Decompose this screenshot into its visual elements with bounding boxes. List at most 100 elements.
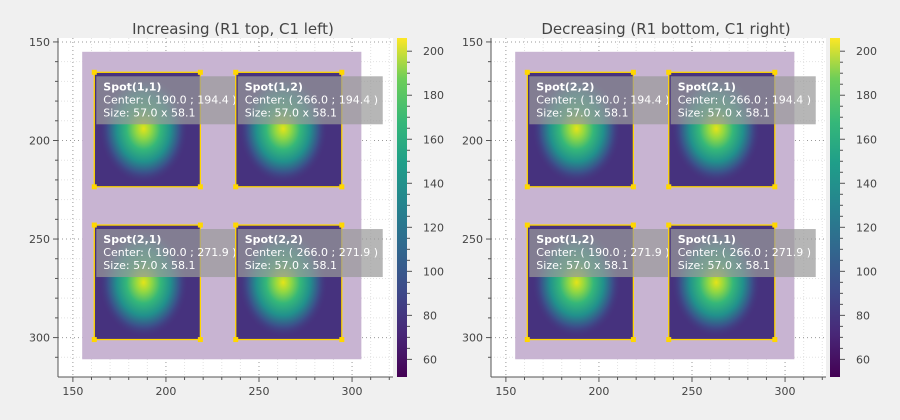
roi-handle[interactable] — [339, 69, 345, 75]
roi-handle[interactable] — [630, 222, 636, 228]
y-axis: 150 200 250 300 — [462, 36, 491, 358]
roi-handle[interactable] — [197, 69, 203, 75]
y-tick-label: 250 — [462, 233, 483, 246]
roi-handle[interactable] — [524, 69, 530, 75]
y-tick-label: 200 — [29, 134, 50, 147]
roi-handle[interactable] — [666, 222, 672, 228]
x-tick-label: 300 — [775, 385, 796, 398]
y-tick-label: 150 — [462, 36, 483, 49]
roi-handle[interactable] — [233, 222, 239, 228]
spot-label-box — [670, 76, 816, 125]
colorbar-tick-label: 180 — [423, 89, 444, 102]
roi-handle[interactable] — [197, 337, 203, 343]
spot-label-size: Size: 57.0 x 58.1 — [103, 259, 195, 272]
roi-handle[interactable] — [524, 222, 530, 228]
plot-panel-2: Decreasing (R1 bottom, C1 right) Spot(2,2… — [462, 20, 877, 398]
spot-label-size: Size: 57.0 x 58.1 — [536, 106, 628, 119]
spot-label-title: Spot(2,2) — [245, 233, 303, 246]
x-tick-label: 150 — [495, 385, 516, 398]
spot-roi-border — [668, 71, 776, 188]
spot-roi-border — [93, 224, 202, 341]
colorbar-gradient — [830, 38, 840, 377]
x-tick-label: 300 — [342, 385, 363, 398]
roi-handle[interactable] — [772, 184, 778, 190]
colorbar: 60 80 100 120 140 160 180 200 — [830, 38, 877, 377]
y-tick-label: 300 — [29, 332, 50, 345]
y-tick-label: 200 — [462, 134, 483, 147]
roi-handle[interactable] — [666, 337, 672, 343]
roi-handle[interactable] — [91, 69, 97, 75]
roi-handle[interactable] — [772, 69, 778, 75]
roi-handle[interactable] — [630, 69, 636, 75]
roi-handle[interactable] — [630, 337, 636, 343]
spot-label-title: Spot(1,2) — [536, 233, 594, 246]
spot-label-title: Spot(1,2) — [245, 80, 303, 93]
spot-label-center: Center: ( 266.0 ; 194.4 ) — [245, 93, 378, 106]
roi-handle[interactable] — [91, 337, 97, 343]
plot-title: Increasing (R1 top, C1 left) — [132, 20, 334, 38]
roi-handle[interactable] — [233, 337, 239, 343]
spot-label-box — [529, 229, 675, 278]
spot-roi[interactable]: Spot(1,1)Center: ( 190.0 ; 194.4 )Size: … — [91, 69, 242, 190]
spot-label-size: Size: 57.0 x 58.1 — [678, 106, 770, 119]
spot-roi-border — [526, 224, 635, 341]
roi-handle[interactable] — [772, 337, 778, 343]
x-axis: 150 200 250 300 — [62, 377, 390, 398]
plot-panel-1: Increasing (R1 top, C1 left)Spot(1,1)Cen… — [29, 20, 444, 398]
roi-handle[interactable] — [91, 222, 97, 228]
colorbar-tick-label: 60 — [423, 353, 437, 366]
colorbar-tick-label: 200 — [856, 45, 877, 58]
spot-label-box — [529, 76, 675, 125]
spot-roi[interactable]: Spot(1,2)Center: ( 190.0 ; 271.9 )Size: … — [524, 222, 675, 343]
spot-roi-border — [526, 71, 635, 188]
spot-label-center: Center: ( 266.0 ; 194.4 ) — [678, 93, 811, 106]
x-tick-label: 200 — [155, 385, 176, 398]
spot-label-title: Spot(2,2) — [536, 80, 594, 93]
spot-roi[interactable]: Spot(1,2)Center: ( 266.0 ; 194.4 )Size: … — [233, 69, 383, 190]
spot-label-size: Size: 57.0 x 58.1 — [245, 106, 337, 119]
spot-label-size: Size: 57.0 x 58.1 — [103, 106, 195, 119]
roi-handle[interactable] — [524, 184, 530, 190]
roi-handle[interactable] — [339, 184, 345, 190]
roi-handle[interactable] — [524, 337, 530, 343]
roi-handle[interactable] — [630, 184, 636, 190]
roi-handle[interactable] — [233, 184, 239, 190]
colorbar-tick-label: 140 — [856, 177, 877, 190]
colorbar-tick-label: 120 — [423, 221, 444, 234]
roi-handle[interactable] — [339, 222, 345, 228]
roi-handle[interactable] — [197, 184, 203, 190]
colorbar-tick-label: 80 — [423, 309, 437, 322]
spot-roi[interactable]: Spot(2,1)Center: ( 190.0 ; 271.9 )Size: … — [91, 222, 242, 343]
colorbar: 60 80 100 120 140 160 180 200 — [397, 38, 444, 377]
colorbar-tick-label: 60 — [856, 353, 870, 366]
roi-handle[interactable] — [197, 222, 203, 228]
spot-roi[interactable]: Spot(2,1)Center: ( 266.0 ; 194.4 )Size: … — [666, 69, 816, 190]
colorbar-tick-label: 140 — [423, 177, 444, 190]
roi-handle[interactable] — [666, 184, 672, 190]
x-tick-label: 200 — [588, 385, 609, 398]
spot-label-box — [237, 229, 383, 278]
colorbar-tick-label: 160 — [856, 133, 877, 146]
spot-label-title: Spot(1,1) — [678, 233, 736, 246]
colorbar-tick-label: 160 — [423, 133, 444, 146]
roi-handle[interactable] — [772, 222, 778, 228]
spot-roi[interactable]: Spot(2,2)Center: ( 190.0 ; 194.4 )Size: … — [524, 69, 675, 190]
roi-handle[interactable] — [666, 69, 672, 75]
colorbar-tick-label: 100 — [856, 265, 877, 278]
spot-label-title: Spot(1,1) — [103, 80, 161, 93]
colorbar-tick-label: 80 — [856, 309, 870, 322]
x-tick-label: 150 — [62, 385, 83, 398]
roi-handle[interactable] — [233, 69, 239, 75]
plot-title: Decreasing (R1 bottom, C1 right) — [541, 20, 790, 38]
y-tick-label: 150 — [29, 36, 50, 49]
y-tick-label: 250 — [29, 233, 50, 246]
spot-roi[interactable]: Spot(1,1)Center: ( 266.0 ; 271.9 )Size: … — [666, 222, 816, 343]
spot-roi-border — [668, 224, 776, 341]
roi-handle[interactable] — [91, 184, 97, 190]
spot-roi[interactable]: Spot(2,2)Center: ( 266.0 ; 271.9 )Size: … — [233, 222, 383, 343]
spot-label-center: Center: ( 266.0 ; 271.9 ) — [678, 246, 811, 259]
spot-label-box — [670, 229, 816, 278]
spot-roi-border — [235, 71, 343, 188]
roi-handle[interactable] — [339, 337, 345, 343]
